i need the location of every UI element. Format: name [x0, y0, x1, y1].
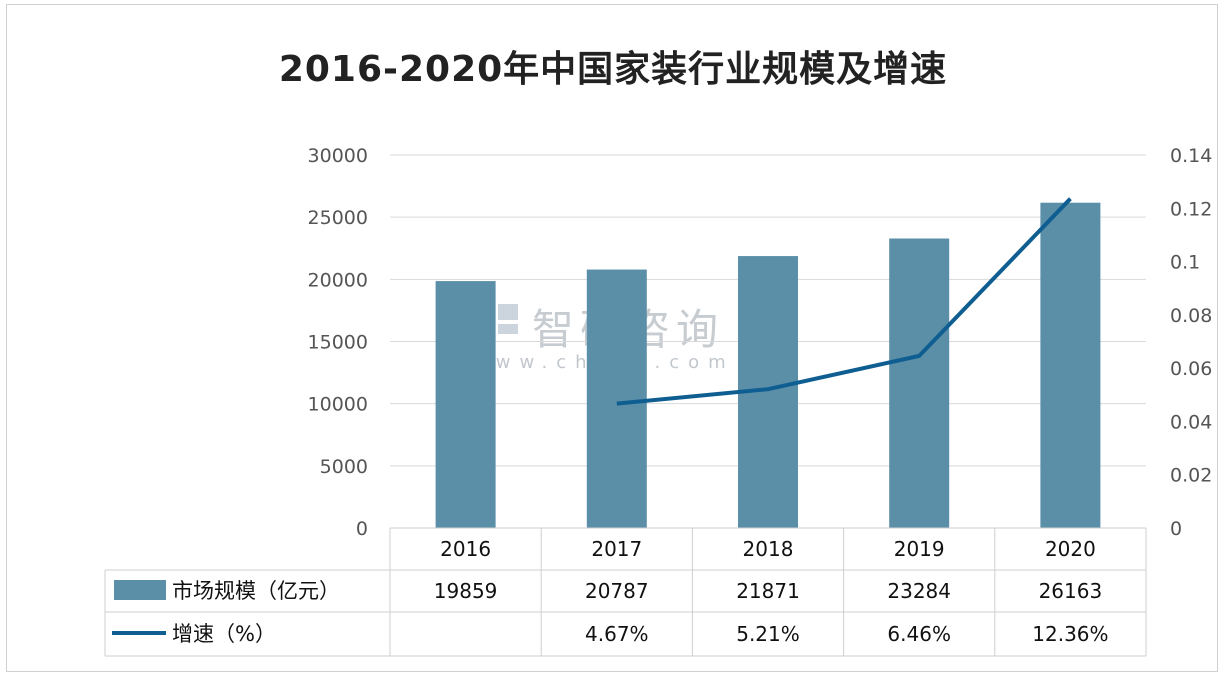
- line-data-label: 4.67%: [585, 622, 649, 646]
- bar-data-label: 19859: [434, 579, 498, 603]
- bar: [435, 281, 496, 528]
- y-left-tick-label: 30000: [308, 145, 368, 167]
- y-left-tick-label: 15000: [308, 332, 368, 354]
- bar: [1040, 202, 1101, 528]
- y-right-tick-label: 0.08: [1170, 305, 1212, 327]
- y-right-tick-label: 0.14: [1170, 145, 1212, 167]
- y-left-tick-label: 10000: [308, 394, 368, 416]
- x-category-label: 2019: [894, 537, 945, 561]
- line-data-label: 12.36%: [1032, 622, 1108, 646]
- chart-frame: [6, 4, 1218, 672]
- bar-data-label: 21871: [736, 579, 800, 603]
- bar-data-label: 20787: [585, 579, 649, 603]
- bar-data-label: 26163: [1039, 579, 1103, 603]
- y-right-tick-label: 0.04: [1170, 411, 1212, 433]
- y-right-tick-label: 0: [1170, 518, 1182, 540]
- line-data-label: 6.46%: [887, 622, 951, 646]
- y-left-tick-label: 0: [356, 518, 368, 540]
- bar: [586, 269, 647, 528]
- y-right-tick-label: 0.06: [1170, 358, 1212, 380]
- legend-bar-swatch: [114, 580, 166, 600]
- legend-bar-label: 市场规模（亿元）: [172, 579, 340, 603]
- bar: [889, 238, 950, 529]
- y-left-tick-label: 20000: [308, 269, 368, 291]
- x-category-label: 2017: [591, 537, 642, 561]
- y-right-tick-label: 0.1: [1170, 252, 1200, 274]
- line-data-label: 5.21%: [736, 622, 800, 646]
- y-right-tick-label: 0.02: [1170, 465, 1212, 487]
- chart-title: 2016-2020年中国家装行业规模及增速: [278, 49, 948, 90]
- legend-line-label: 增速（%）: [172, 622, 276, 646]
- x-category-label: 2020: [1045, 537, 1096, 561]
- x-category-label: 2016: [440, 537, 491, 561]
- bar-data-label: 23284: [887, 579, 951, 603]
- y-left-tick-label: 5000: [320, 456, 368, 478]
- growth-line: [616, 197, 1072, 406]
- y-right-tick-label: 0.12: [1170, 198, 1212, 220]
- y-left-tick-label: 25000: [308, 207, 368, 229]
- x-category-label: 2018: [743, 537, 794, 561]
